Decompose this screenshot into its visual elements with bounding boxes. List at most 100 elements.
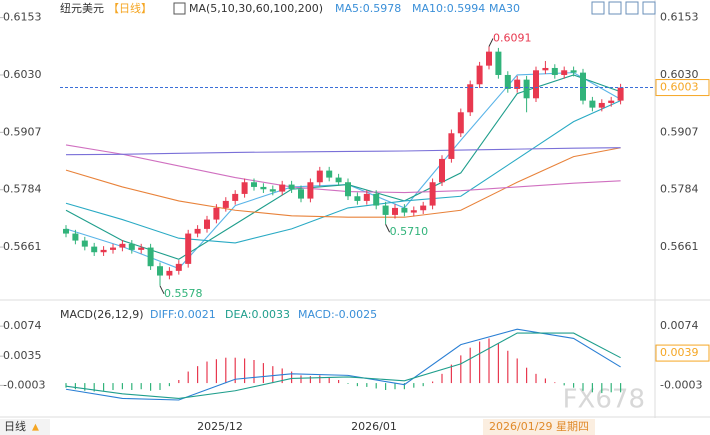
period: 【日线】 — [108, 1, 152, 15]
price-tag-label: 0.6003 — [660, 81, 699, 94]
candle-body — [617, 87, 624, 101]
y-tick-label: 0.5784 — [3, 183, 42, 196]
candle-body — [382, 205, 389, 215]
period-button[interactable] — [0, 419, 50, 435]
y-tick-label: -0.0003 — [3, 378, 45, 391]
candle-body — [100, 249, 107, 253]
candle-body — [72, 233, 79, 241]
candle-body — [429, 182, 436, 206]
candle-body — [373, 193, 380, 206]
ma-line — [65, 147, 621, 218]
candle-body — [91, 246, 98, 253]
cursor-date-box — [483, 419, 595, 435]
candle-body — [514, 79, 521, 89]
candle-body — [110, 247, 116, 250]
candle-body — [363, 193, 370, 201]
candle-body — [598, 102, 605, 108]
x-label: 2026/01 — [351, 420, 397, 433]
y-tick-label: 0.6030 — [3, 68, 42, 81]
macd-tag — [655, 344, 710, 362]
candle-body — [392, 207, 398, 215]
candle-body — [222, 200, 229, 208]
candle-body — [467, 84, 474, 113]
cursor-date: 2026/01/29 星期四 — [489, 420, 589, 433]
candle-body — [495, 51, 502, 75]
y-tick-label: 0.0074 — [660, 319, 699, 332]
tool-button[interactable] — [642, 1, 656, 15]
candle-body — [279, 184, 286, 192]
ma-legend: MA30 — [489, 2, 520, 15]
y-tick-label: 0.6153 — [660, 11, 699, 24]
candle-body — [213, 207, 220, 220]
candle-body — [608, 100, 615, 103]
candle-body — [147, 247, 154, 267]
macd-title: MACD(26,12,9) — [60, 308, 144, 321]
y-tick-label: 0.0074 — [3, 319, 42, 332]
candle-body — [448, 133, 455, 159]
icon[interactable] — [173, 2, 186, 15]
candle-body — [476, 65, 483, 85]
tool-button[interactable] — [608, 1, 622, 15]
ma-title: MA(5,10,30,60,100,200) — [189, 2, 323, 15]
candle-body — [185, 233, 192, 264]
macd-line — [65, 332, 621, 400]
candle-body — [410, 210, 417, 213]
candle-body — [232, 193, 239, 201]
candle-body — [551, 67, 558, 75]
toolbar — [591, 1, 656, 15]
candle-body — [251, 182, 257, 187]
y-tick-label: 0.5661 — [3, 240, 42, 253]
price-tag — [655, 79, 710, 97]
candle-body — [523, 79, 530, 99]
button-arrow: ▲ — [32, 423, 39, 433]
annotation-pointer — [488, 38, 494, 47]
ma-line — [65, 147, 621, 156]
candle-body — [166, 270, 173, 276]
ma-legend: MA10:0.5994 — [412, 2, 485, 15]
y-tick-label: 0.5907 — [3, 125, 42, 138]
candle-body — [204, 219, 210, 229]
candle-body — [298, 189, 304, 199]
annotation-label: 0.5710 — [390, 225, 429, 238]
candle-body — [335, 177, 342, 183]
candle-body — [260, 186, 267, 190]
macd-legend: DIFF:0.0021 — [150, 308, 216, 321]
y-tick-label: 0.0035 — [3, 349, 42, 362]
period-button-label: 日线 — [4, 419, 26, 433]
macd-legend: DEA:0.0033 — [225, 308, 290, 321]
candle-body — [119, 243, 126, 248]
candle-body — [589, 100, 596, 108]
annotation-label: 0.5578 — [164, 287, 203, 300]
tool-button[interactable] — [591, 1, 605, 15]
candle-body — [401, 207, 408, 213]
candle-body — [307, 182, 314, 199]
candle-body — [486, 51, 492, 66]
candle-body — [316, 170, 323, 183]
candle-body — [241, 182, 248, 194]
tool-button[interactable] — [625, 1, 639, 15]
macd-line — [65, 328, 621, 401]
candle-body — [128, 243, 135, 250]
y-tick-label: 0.5907 — [660, 125, 699, 138]
y-tick-label: 0.6030 — [660, 68, 699, 81]
candle-body — [194, 228, 201, 234]
ma-legend: MA5:0.5978 — [335, 2, 401, 15]
candle-body — [533, 70, 539, 99]
candle-body — [345, 182, 351, 197]
candle-body — [138, 247, 145, 250]
watermark: FX678 — [563, 385, 645, 415]
candle-body — [542, 67, 549, 71]
candle-body — [288, 184, 295, 190]
annotation-label: 0.6091 — [493, 32, 532, 45]
macd-legend: MACD:-0.0025 — [298, 308, 377, 321]
candle-body — [157, 266, 163, 276]
macd-tag-label: 0.0039 — [660, 346, 699, 359]
x-label: 2025/12 — [197, 420, 243, 433]
y-tick-label: 0.5661 — [660, 240, 699, 253]
y-tick-label: -0.0003 — [660, 378, 702, 391]
candle-body — [580, 72, 586, 101]
candle-body — [326, 170, 333, 178]
candle-body — [269, 189, 276, 192]
candle-body — [175, 263, 182, 271]
candle-body — [570, 70, 577, 73]
